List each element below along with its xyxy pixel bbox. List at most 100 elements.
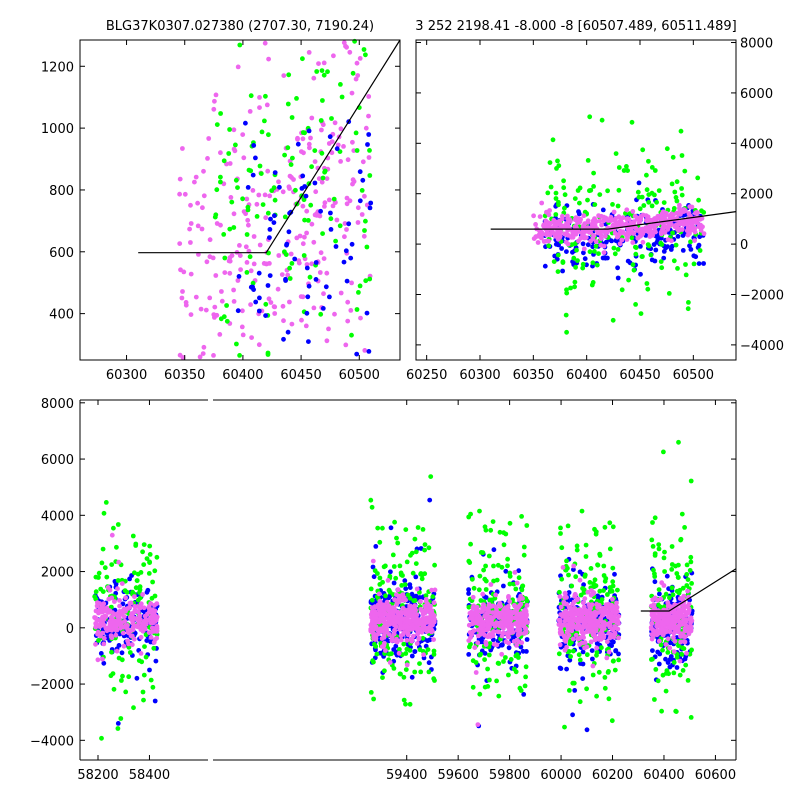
data-point: [218, 174, 223, 180]
data-point: [221, 232, 227, 237]
data-point: [365, 142, 370, 147]
data-point: [227, 258, 233, 264]
data-point: [147, 667, 152, 673]
data-point: [610, 658, 616, 664]
data-point: [480, 591, 486, 597]
data-point: [583, 617, 589, 623]
data-point: [563, 639, 569, 644]
data-point: [649, 165, 655, 170]
data-point: [488, 527, 494, 533]
data-point: [319, 68, 325, 73]
data-point: [248, 268, 254, 274]
data-point: [696, 261, 702, 266]
data-point: [506, 645, 512, 651]
data-point: [391, 564, 397, 569]
data-point: [644, 172, 649, 178]
data-point: [421, 652, 426, 658]
data-point: [650, 544, 656, 549]
data-point: [368, 586, 374, 592]
data-point: [580, 241, 586, 247]
data-point: [546, 243, 552, 249]
data-point: [384, 627, 389, 633]
x-tick-label: 60350: [513, 368, 554, 383]
data-point: [597, 551, 603, 557]
data-point: [111, 525, 116, 531]
data-point: [405, 630, 411, 636]
x-tick-label: 60500: [673, 368, 714, 383]
data-point: [334, 146, 340, 152]
y-tick-label: 4000: [41, 509, 74, 524]
data-point: [412, 536, 418, 542]
data-point: [101, 510, 107, 516]
data-point: [280, 303, 286, 309]
data-point: [560, 259, 566, 265]
data-point: [306, 283, 312, 289]
data-point: [335, 142, 341, 148]
data-point: [320, 122, 326, 128]
data-point: [666, 602, 671, 608]
data-point: [358, 315, 363, 321]
data-point: [265, 352, 271, 357]
data-point: [602, 675, 608, 680]
data-point: [377, 539, 383, 545]
data-point: [610, 223, 616, 229]
data-point: [411, 616, 416, 622]
data-point: [141, 672, 147, 678]
data-point: [286, 72, 292, 78]
data-point: [570, 234, 576, 240]
data-point: [412, 598, 418, 603]
data-point: [370, 558, 376, 564]
data-point: [422, 542, 428, 547]
data-point: [427, 497, 433, 503]
data-point: [354, 60, 360, 66]
data-point: [503, 568, 509, 574]
data-point: [311, 305, 317, 311]
data-point: [371, 616, 377, 621]
data-point: [672, 189, 678, 195]
data-point: [674, 179, 680, 185]
data-point: [580, 649, 586, 655]
data-point: [683, 272, 689, 278]
data-point: [362, 228, 367, 233]
data-point: [576, 652, 582, 658]
data-point: [407, 582, 413, 587]
data-point: [501, 622, 506, 628]
data-point: [235, 185, 240, 191]
data-point: [646, 192, 652, 198]
data-point: [601, 563, 607, 569]
data-point: [578, 661, 583, 666]
data-point: [573, 592, 578, 598]
data-point: [371, 574, 377, 580]
data-point: [262, 118, 267, 124]
data-point: [319, 150, 325, 156]
data-point: [366, 349, 372, 354]
data-point: [140, 592, 146, 597]
data-point: [521, 623, 527, 629]
data-point: [269, 188, 275, 194]
data-point: [629, 119, 635, 125]
data-point: [92, 594, 98, 599]
data-point: [338, 159, 343, 164]
data-point: [304, 230, 309, 236]
data-point: [349, 241, 355, 247]
data-point: [558, 531, 563, 536]
data-point: [653, 247, 659, 253]
data-point: [410, 570, 416, 576]
data-point: [590, 672, 596, 678]
data-point: [667, 219, 673, 224]
data-point: [140, 549, 146, 555]
data-point: [350, 139, 355, 145]
data-point: [426, 669, 432, 675]
data-point: [300, 136, 306, 142]
data-point: [677, 672, 683, 678]
data-point: [470, 684, 476, 690]
data-point: [580, 631, 586, 637]
data-point: [231, 299, 237, 304]
data-point: [419, 620, 425, 626]
data-point: [307, 145, 312, 151]
data-point: [652, 574, 658, 579]
data-point: [483, 639, 489, 645]
data-point: [675, 574, 681, 580]
data-point: [316, 176, 322, 182]
data-point: [136, 658, 142, 663]
